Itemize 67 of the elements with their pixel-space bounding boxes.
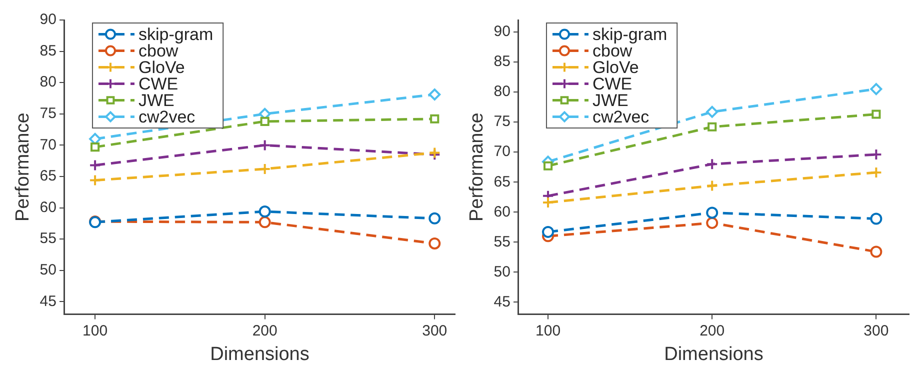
y-tick-label: 70 bbox=[494, 143, 510, 160]
y-tick-label: 85 bbox=[494, 53, 510, 70]
legend-label: JWE bbox=[592, 90, 628, 110]
y-tick-label: 85 bbox=[40, 42, 56, 60]
y-tick-label: 50 bbox=[40, 262, 56, 279]
point bbox=[260, 116, 270, 126]
y-tick-label: 55 bbox=[494, 233, 510, 250]
x-tick-label: 100 bbox=[82, 322, 108, 340]
point bbox=[706, 216, 718, 229]
y-tick-label: 65 bbox=[40, 168, 56, 185]
point bbox=[90, 142, 100, 152]
x-axis-title: Dimensions bbox=[210, 344, 310, 365]
y-tick-label: 90 bbox=[40, 11, 56, 28]
legend-label: cw2vec bbox=[592, 107, 650, 126]
y-tick-label: 60 bbox=[494, 203, 510, 220]
point bbox=[870, 212, 882, 225]
y-tick-label: 55 bbox=[40, 230, 56, 248]
point bbox=[258, 162, 271, 175]
point bbox=[872, 110, 881, 119]
point bbox=[706, 206, 718, 219]
x-tick-label: 300 bbox=[864, 322, 889, 340]
legend-label: JWE bbox=[138, 90, 174, 110]
y-tick-label: 75 bbox=[494, 113, 510, 130]
point bbox=[428, 237, 441, 250]
x-tick-label: 200 bbox=[700, 322, 725, 340]
y-tick-label: 60 bbox=[40, 198, 56, 216]
point bbox=[706, 106, 718, 118]
point bbox=[542, 226, 554, 238]
point bbox=[706, 180, 718, 192]
y-tick-label: 80 bbox=[494, 83, 510, 100]
point bbox=[258, 216, 271, 228]
point bbox=[89, 174, 102, 186]
point bbox=[89, 159, 102, 172]
point bbox=[870, 83, 882, 96]
y-tick-label: 65 bbox=[494, 173, 510, 190]
y-tick-label: 45 bbox=[40, 292, 56, 310]
x-tick-label: 100 bbox=[536, 322, 561, 340]
point bbox=[542, 196, 554, 209]
point bbox=[543, 161, 553, 170]
point bbox=[870, 166, 882, 179]
legend-label: cw2vec bbox=[138, 107, 196, 126]
point bbox=[258, 139, 271, 152]
y-tick-label: 45 bbox=[494, 293, 510, 310]
legend-label: GloVe bbox=[138, 58, 185, 77]
y-tick-label: 70 bbox=[40, 136, 56, 154]
x-tick-label: 200 bbox=[252, 322, 278, 340]
point bbox=[428, 88, 441, 100]
y-tick-label: 50 bbox=[494, 263, 510, 280]
point bbox=[708, 122, 717, 132]
y-tick-label: 75 bbox=[40, 105, 56, 122]
point bbox=[870, 246, 882, 258]
point bbox=[430, 114, 440, 124]
x-axis-title: Dimensions bbox=[664, 344, 764, 365]
y-tick-label: 80 bbox=[40, 74, 56, 91]
x-tick-label: 300 bbox=[422, 322, 448, 340]
y-tick-label: 90 bbox=[494, 23, 510, 40]
legend-label: CWE bbox=[138, 74, 178, 94]
legend-label: GloVe bbox=[592, 58, 639, 77]
legend-label: skip-gram bbox=[592, 24, 668, 44]
point bbox=[428, 212, 441, 224]
legend-label: CWE bbox=[592, 74, 632, 94]
legend-label: skip-gram bbox=[138, 24, 214, 44]
y-axis-title: Performance bbox=[466, 112, 488, 222]
y-axis-title: Performance bbox=[12, 112, 34, 222]
point bbox=[870, 148, 882, 160]
point bbox=[706, 158, 718, 170]
point bbox=[258, 206, 271, 218]
